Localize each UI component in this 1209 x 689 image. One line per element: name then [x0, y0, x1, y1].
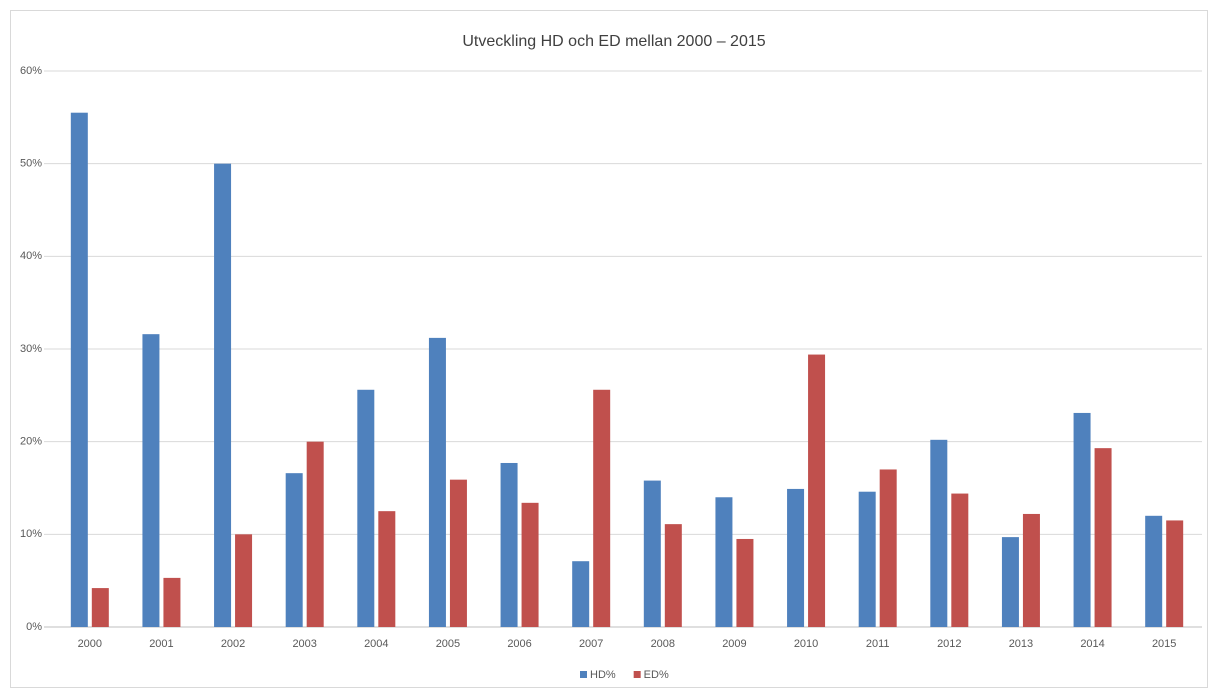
bar	[879, 469, 897, 627]
x-tick-label: 2007	[579, 638, 603, 650]
legend-label: ED%	[644, 669, 669, 681]
bar	[572, 561, 590, 627]
x-tick-label: 2005	[436, 638, 460, 650]
x-tick-label: 2015	[1152, 638, 1176, 650]
bar	[214, 163, 232, 627]
x-tick-label: 2000	[78, 638, 102, 650]
y-tick-label: 50%	[20, 158, 42, 170]
legend-swatch	[633, 671, 641, 678]
bar	[951, 493, 969, 627]
bar	[449, 479, 467, 627]
x-tick-label: 2006	[507, 638, 531, 650]
bar	[1094, 448, 1112, 627]
bar	[306, 441, 324, 627]
chart-title: Utveckling HD och ED mellan 2000 – 2015	[462, 33, 765, 50]
bar	[142, 334, 160, 627]
x-tick-label: 2011	[866, 638, 890, 650]
x-tick-label: 2008	[651, 638, 675, 650]
bar	[736, 538, 754, 627]
y-tick-label: 0%	[26, 621, 42, 633]
legend-swatch	[580, 671, 587, 678]
x-tick-label: 2002	[221, 638, 245, 650]
bar	[163, 577, 181, 627]
x-tick-label: 2009	[722, 638, 746, 650]
x-tick-label: 2004	[364, 638, 388, 650]
bar	[808, 354, 826, 627]
bar	[428, 337, 446, 627]
bar	[643, 480, 661, 627]
bar	[1145, 515, 1163, 627]
bar	[285, 473, 303, 627]
bar	[235, 534, 253, 627]
bar	[930, 439, 948, 627]
bar	[664, 524, 682, 627]
bar	[787, 488, 805, 627]
bar	[500, 462, 518, 627]
x-tick-label: 2003	[292, 638, 316, 650]
bar	[378, 511, 396, 627]
bar	[521, 502, 539, 627]
bar	[593, 389, 611, 627]
y-tick-label: 30%	[20, 343, 42, 355]
y-tick-label: 60%	[20, 65, 42, 77]
bar	[357, 389, 375, 627]
y-tick-label: 20%	[20, 436, 42, 448]
bar	[1166, 520, 1184, 627]
bar	[91, 588, 109, 627]
bar	[1001, 537, 1019, 627]
bar	[858, 491, 876, 627]
bar	[715, 497, 733, 627]
y-tick-label: 40%	[20, 250, 42, 262]
x-tick-label: 2014	[1080, 638, 1104, 650]
x-tick-label: 2001	[149, 638, 173, 650]
x-tick-label: 2010	[794, 638, 818, 650]
x-tick-label: 2013	[1009, 638, 1033, 650]
bar	[1073, 412, 1091, 627]
y-tick-label: 10%	[20, 528, 42, 540]
bar	[1022, 513, 1040, 627]
bar	[70, 112, 88, 627]
x-tick-label: 2012	[937, 638, 961, 650]
legend-label: HD%	[590, 669, 616, 681]
